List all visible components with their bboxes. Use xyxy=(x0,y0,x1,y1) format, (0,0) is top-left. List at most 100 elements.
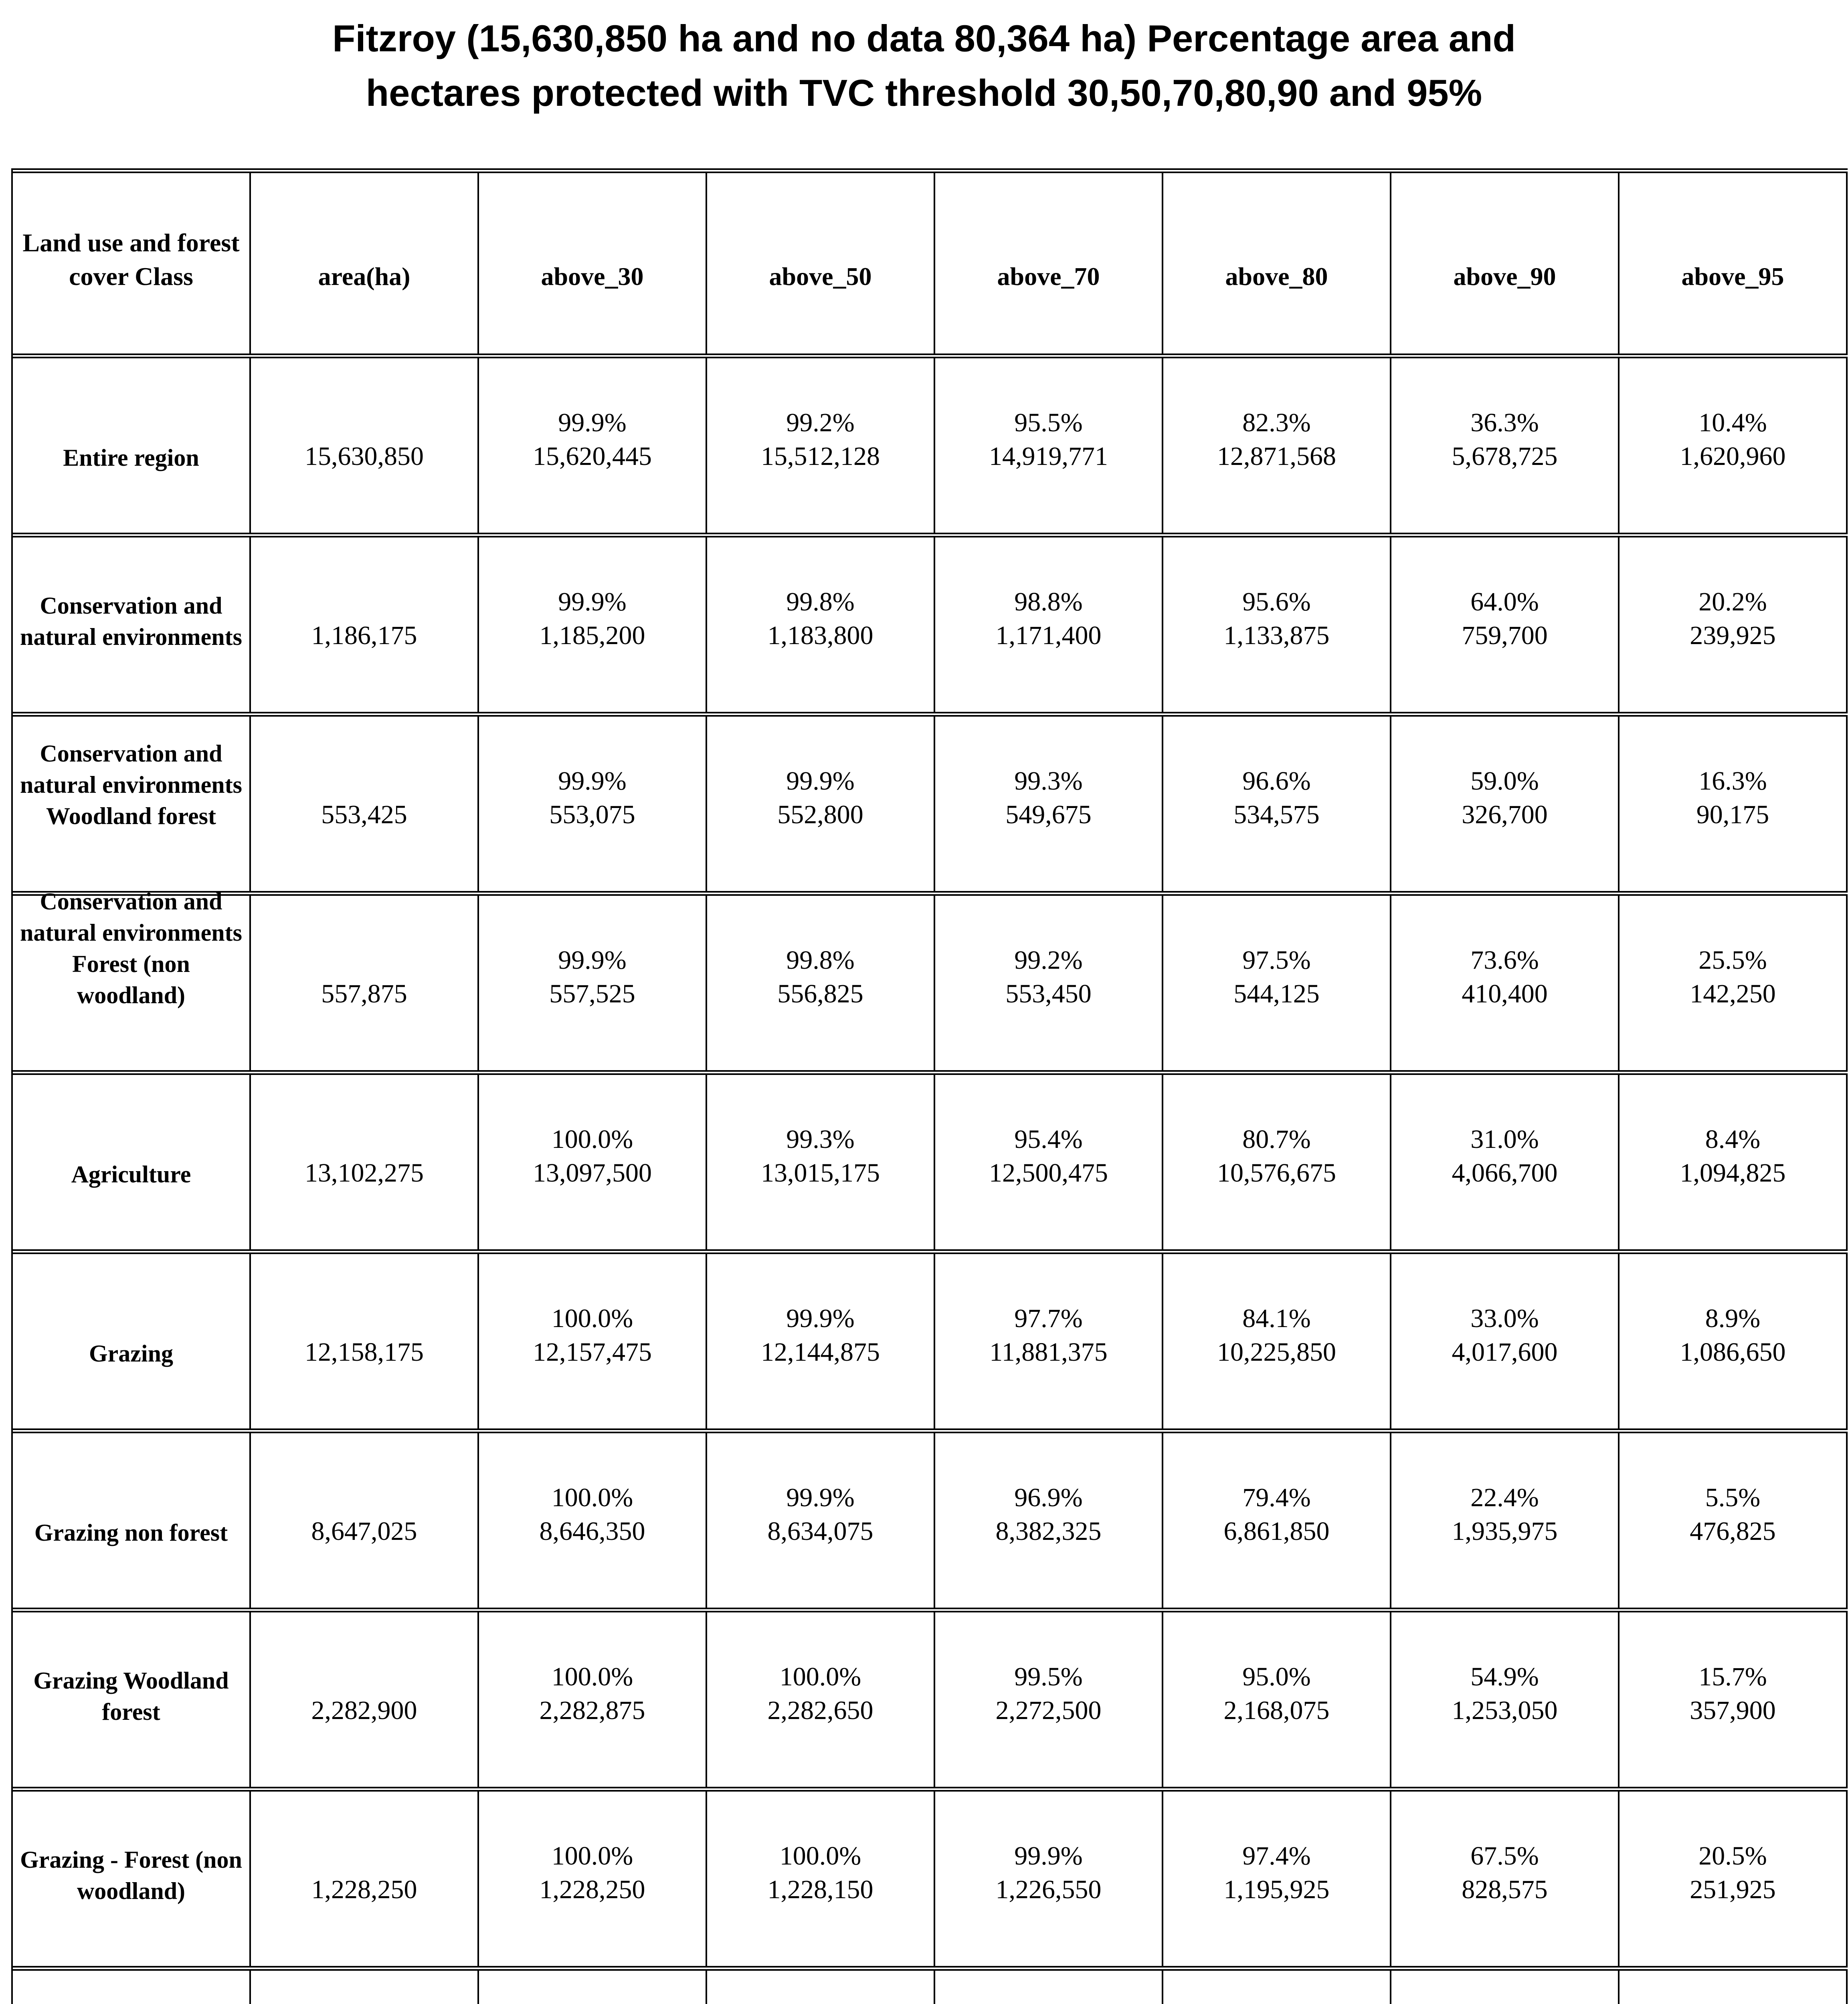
threshold-cell: 54.9% 1,253,050 xyxy=(1391,1612,1620,1787)
area-cell: 1,186,175 xyxy=(251,537,479,712)
hectares-value: 1,620,960 xyxy=(1680,442,1786,471)
area-value: 1,186,175 xyxy=(311,621,417,650)
page-title-line2: hectares protected with TVC threshold 30… xyxy=(366,72,1482,114)
percent-value: 8.4% xyxy=(1705,1125,1761,1154)
percent-value: 99.9% xyxy=(786,1483,855,1512)
hectares-value: 2,282,875 xyxy=(539,1696,645,1725)
hectares-value: 4,017,600 xyxy=(1452,1337,1558,1367)
row-label-cell: Conservation and natural environments xyxy=(13,537,251,712)
hectares-value: 1,185,200 xyxy=(539,621,645,650)
hectares-value: 1,183,800 xyxy=(767,621,873,650)
table-body: Entire region 15,630,850 99.9% 15,620,445 99… xyxy=(13,354,1848,2004)
percent-value: 96.9% xyxy=(1014,1483,1083,1512)
row-label-cell: Conservation and natural environments Fo… xyxy=(13,888,251,1070)
percent-value: 36.3% xyxy=(1470,408,1539,437)
percent-value: 100.0% xyxy=(551,1841,633,1871)
threshold-cell: 33.0% 4,017,600 xyxy=(1391,1254,1620,1428)
threshold-cell: 16.3% 90,175 xyxy=(1620,717,1848,891)
row-label-cell: Entire region xyxy=(13,358,251,533)
hectares-value: 759,700 xyxy=(1462,621,1548,650)
percent-value: 10.4% xyxy=(1698,408,1767,437)
area-value: 13,102,275 xyxy=(305,1158,424,1188)
hectares-value: 357,900 xyxy=(1690,1696,1776,1725)
row-label: Entire region xyxy=(63,444,199,471)
hectares-value: 13,015,175 xyxy=(761,1158,880,1188)
percent-value: 20.2% xyxy=(1698,587,1767,616)
threshold-cell: 99.8% 1,183,800 xyxy=(707,537,935,712)
threshold-cell: 99.2% 15,512,128 xyxy=(707,358,935,533)
table-header-row: Land use and forest cover Class area(ha) a… xyxy=(13,168,1848,354)
hectares-value: 10,225,850 xyxy=(1217,1337,1336,1367)
threshold-cell: 99.9% 553,075 xyxy=(479,717,707,891)
threshold-cell: 36.3% 5,678,725 xyxy=(1391,358,1620,533)
percent-value: 84.1% xyxy=(1242,1304,1311,1333)
threshold-cell: 98.8% 1,171,400 xyxy=(935,537,1163,712)
page-title-line1: Fitzroy (15,630,850 ha and no data 80,36… xyxy=(332,17,1516,59)
table-row: Conservation and natural environments Fo… xyxy=(13,888,1848,1070)
threshold-cell: 79.4% 6,861,850 xyxy=(1163,1433,1391,1608)
area-value: 2,282,900 xyxy=(311,1696,417,1725)
threshold-cell: 99.9% 8,634,075 xyxy=(707,1433,935,1608)
percent-value: 100.0% xyxy=(779,1662,861,1691)
hectares-value: 476,825 xyxy=(1690,1517,1776,1546)
hectares-value: 1,228,150 xyxy=(767,1875,873,1904)
threshold-cell: 73.6% 410,400 xyxy=(1391,896,1620,1070)
row-label-cell: Grazing - Forest (non woodland) xyxy=(13,1792,251,1966)
percent-value: 54.9% xyxy=(1470,1662,1539,1691)
threshold-cell: 99.9% 557,525 xyxy=(479,896,707,1070)
threshold-cell: 8.4% 1,094,825 xyxy=(1620,1075,1848,1249)
hectares-value: 326,700 xyxy=(1462,800,1548,829)
threshold-cell: 82.3% 12,871,568 xyxy=(1163,358,1391,533)
land-use-table: Land use and forest cover Class area(ha) a… xyxy=(11,168,1848,2004)
hectares-value: 5,678,725 xyxy=(1452,442,1558,471)
threshold-cell: 100.0% 1,228,250 xyxy=(479,1792,707,1966)
threshold-cell: 65.2%529,925 xyxy=(935,1971,1163,2004)
percent-value: 95.0% xyxy=(1242,1662,1311,1691)
hectares-value: 556,825 xyxy=(777,979,863,1008)
column-header-label: above_95 xyxy=(1681,262,1784,291)
percent-value: 97.4% xyxy=(1242,1841,1311,1871)
area-value: 12,158,175 xyxy=(305,1337,424,1367)
hectares-value: 557,525 xyxy=(549,979,635,1008)
threshold-cell: 96.6% 534,575 xyxy=(1163,717,1391,891)
hectares-value: 2,282,650 xyxy=(767,1696,873,1725)
area-cell: 13,102,275 xyxy=(251,1075,479,1249)
column-header-label: above_50 xyxy=(769,262,872,291)
threshold-cell: 20.5% 251,925 xyxy=(1620,1792,1848,1966)
threshold-cell: 67.5% 828,575 xyxy=(1391,1792,1620,1966)
threshold-cell: 97.4% 1,195,925 xyxy=(1163,1792,1391,1966)
threshold-cell: 95.6% 1,133,875 xyxy=(1163,537,1391,712)
percent-value: 99.9% xyxy=(1014,1841,1083,1871)
hectares-value: 1,253,050 xyxy=(1452,1696,1558,1725)
threshold-cell: 95.0% 2,168,075 xyxy=(1163,1612,1391,1787)
hectares-value: 1,195,925 xyxy=(1223,1875,1330,1904)
percent-value: 95.5% xyxy=(1014,408,1083,437)
percent-value: 99.5% xyxy=(1014,1662,1083,1691)
threshold-cell: 99.2% 553,450 xyxy=(935,896,1163,1070)
percent-value: 99.2% xyxy=(786,408,855,437)
table-row: Conservation and natural environments Wo… xyxy=(13,712,1848,891)
area-value: 8,647,025 xyxy=(311,1517,417,1546)
threshold-cell: 80.7% 10,576,675 xyxy=(1163,1075,1391,1249)
percent-value: 15.7% xyxy=(1698,1662,1767,1691)
table-row: Grazing Woodland forest 2,282,900 100.0% 2,… xyxy=(13,1608,1848,1787)
percent-value: 33.0% xyxy=(1470,1304,1539,1333)
percent-value: 99.8% xyxy=(786,945,855,975)
percent-value: 97.5% xyxy=(1242,945,1311,975)
column-header-7: above_95 xyxy=(1620,173,1848,354)
hectares-value: 239,925 xyxy=(1690,621,1776,650)
column-header-label: Land use and forest cover Class xyxy=(22,228,240,291)
column-header-2: above_30 xyxy=(479,173,707,354)
hectares-value: 12,157,475 xyxy=(533,1337,652,1367)
hectares-value: 8,382,325 xyxy=(995,1517,1102,1546)
hectares-value: 2,168,075 xyxy=(1223,1696,1330,1725)
row-label: Grazing Woodland forest xyxy=(33,1667,229,1725)
threshold-cell: 100.0% 13,097,500 xyxy=(479,1075,707,1249)
row-label: Grazing xyxy=(89,1340,173,1367)
percent-value: 100.0% xyxy=(551,1304,633,1333)
area-cell: 15,630,850 xyxy=(251,358,479,533)
percent-value: 99.9% xyxy=(558,408,627,437)
column-header-label: above_30 xyxy=(541,262,644,291)
threshold-cell: 96.9% 8,382,325 xyxy=(935,1433,1163,1608)
hectares-value: 1,935,975 xyxy=(1452,1517,1558,1546)
